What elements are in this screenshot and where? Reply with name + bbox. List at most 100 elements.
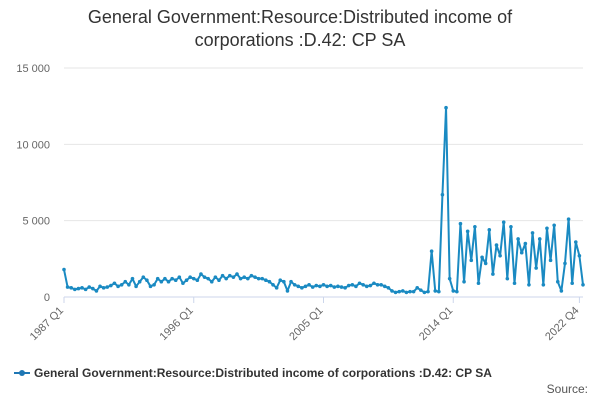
data-point-27: [159, 279, 164, 284]
data-point-127: [519, 250, 524, 255]
data-point-21: [137, 279, 142, 284]
x-tick-label-2: 2005 Q1: [287, 305, 325, 343]
data-point-16: [119, 282, 124, 287]
data-point-61: [282, 279, 286, 284]
data-point-56: [264, 278, 268, 283]
data-point-80: [350, 282, 355, 287]
data-point-105: [440, 192, 445, 197]
data-point-25: [152, 282, 156, 287]
data-point-96: [408, 289, 412, 294]
data-point-119: [491, 272, 495, 276]
data-point-138: [559, 289, 564, 293]
data-point-114: [473, 224, 477, 229]
data-point-82: [357, 281, 362, 286]
data-point-26: [155, 276, 160, 281]
y-tick-label-3: 15 000: [16, 63, 50, 75]
data-point-86: [372, 281, 376, 286]
data-point-128: [523, 241, 528, 246]
data-point-91: [390, 289, 394, 293]
data-point-143: [577, 253, 582, 258]
data-point-126: [516, 237, 520, 241]
data-point-117: [483, 261, 488, 266]
data-point-28: [163, 276, 167, 281]
data-point-14: [112, 281, 117, 286]
data-point-4: [76, 286, 81, 291]
data-point-0: [62, 267, 66, 272]
data-point-8: [91, 286, 95, 291]
legend-series-label: General Government:Resource:Distributed …: [34, 366, 492, 380]
data-point-111: [462, 279, 466, 284]
data-point-79: [346, 283, 351, 288]
data-point-77: [339, 285, 344, 289]
data-point-134: [545, 226, 549, 231]
data-point-10: [98, 284, 102, 289]
data-point-39: [202, 275, 207, 279]
data-point-136: [552, 223, 556, 228]
data-point-49: [238, 276, 243, 281]
data-point-133: [541, 282, 546, 287]
data-point-50: [242, 275, 247, 279]
data-point-11: [101, 286, 106, 290]
data-point-60: [278, 278, 283, 283]
data-point-42: [213, 275, 218, 279]
data-point-12: [105, 285, 110, 289]
data-point-131: [534, 266, 538, 270]
data-point-52: [249, 273, 254, 278]
data-point-74: [328, 283, 333, 288]
data-point-93: [397, 289, 401, 294]
data-point-92: [393, 290, 398, 295]
chart-title-line-1: General Government:Resource:Distributed …: [87, 7, 513, 27]
data-point-17: [123, 279, 128, 284]
x-tick-label-4: 2022 Q4: [543, 305, 581, 343]
data-point-78: [343, 286, 347, 290]
data-point-7: [87, 285, 92, 289]
data-point-45: [224, 276, 228, 281]
data-point-121: [498, 253, 502, 258]
data-point-67: [303, 284, 308, 289]
data-point-40: [206, 276, 210, 281]
data-point-75: [332, 285, 337, 289]
data-point-43: [217, 278, 221, 283]
x-tick-label-3: 2014 Q1: [417, 305, 455, 343]
data-point-55: [260, 276, 265, 281]
chart-title: General Government:Resource:Distributed …: [0, 6, 600, 52]
data-point-34: [184, 278, 189, 283]
data-point-110: [458, 221, 463, 226]
data-point-30: [170, 276, 174, 281]
data-point-3: [73, 287, 77, 292]
data-point-102: [429, 249, 434, 253]
data-point-66: [300, 286, 304, 290]
data-point-57: [267, 279, 272, 284]
data-point-9: [94, 289, 99, 293]
data-point-125: [512, 281, 517, 286]
data-point-94: [400, 289, 405, 293]
data-point-101: [426, 289, 430, 294]
data-point-104: [437, 289, 441, 294]
data-point-76: [336, 284, 340, 289]
data-point-140: [566, 217, 571, 221]
data-point-59: [274, 286, 279, 290]
data-point-137: [555, 279, 560, 284]
x-tick-label-1: 1996 Q1: [158, 305, 196, 343]
data-point-122: [501, 220, 506, 224]
data-point-81: [354, 284, 358, 289]
data-point-106: [444, 105, 448, 110]
data-point-62: [285, 289, 290, 293]
data-point-115: [476, 281, 481, 286]
data-point-98: [415, 286, 420, 290]
series-line: [63, 106, 584, 294]
data-point-31: [173, 278, 178, 283]
data-point-22: [141, 275, 146, 279]
legend[interactable]: General Government:Resource:Distributed …: [14, 364, 492, 382]
data-point-53: [253, 275, 257, 279]
legend-series-icon: [14, 368, 30, 378]
y-tick-label-2: 10 000: [16, 139, 50, 151]
data-point-73: [325, 284, 329, 289]
data-point-64: [292, 282, 297, 287]
data-point-54: [256, 276, 261, 281]
data-point-84: [364, 284, 369, 289]
data-point-120: [494, 243, 499, 247]
data-point-1: [65, 285, 70, 289]
data-point-132: [537, 237, 542, 241]
